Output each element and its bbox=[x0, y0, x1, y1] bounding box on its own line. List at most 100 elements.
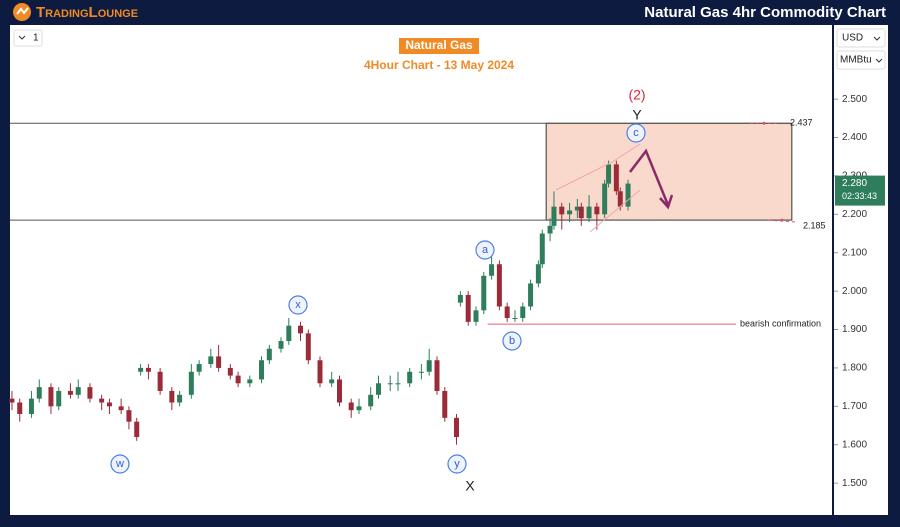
y-tick-label: 2.100 bbox=[842, 247, 867, 258]
candle-body bbox=[99, 398, 105, 403]
candle-body bbox=[407, 371, 413, 384]
candle-body bbox=[188, 371, 194, 395]
brand: TradingLounge bbox=[36, 4, 138, 21]
candle-body bbox=[586, 206, 592, 219]
unit-button[interactable] bbox=[836, 50, 886, 70]
candle-body bbox=[473, 310, 479, 322]
unit: MMBtu bbox=[840, 55, 872, 66]
candle-body bbox=[286, 325, 292, 342]
y-tick-label: 1.700 bbox=[842, 401, 867, 412]
y-tick-label: 1.500 bbox=[842, 478, 867, 489]
currency-button[interactable] bbox=[836, 28, 886, 48]
wave-label: X bbox=[465, 478, 475, 494]
channel-line bbox=[611, 143, 641, 163]
candle-body bbox=[317, 360, 323, 384]
candle-body bbox=[547, 225, 553, 234]
y-tick-label: 2.500 bbox=[842, 94, 867, 105]
candle-body bbox=[278, 341, 284, 349]
interval: 1 bbox=[33, 33, 39, 44]
candle-body bbox=[259, 360, 265, 380]
candle-body bbox=[106, 402, 112, 407]
candle-body bbox=[87, 387, 93, 399]
candle-body bbox=[465, 294, 471, 322]
candle-body bbox=[625, 183, 631, 207]
y-tick-label: 1.900 bbox=[842, 324, 867, 335]
candle-body bbox=[118, 406, 124, 411]
candle-body bbox=[247, 379, 253, 384]
y-tick-label: 1.800 bbox=[842, 363, 867, 374]
candle-body bbox=[138, 367, 144, 372]
wave-label: a bbox=[482, 244, 489, 256]
candle-body bbox=[329, 379, 335, 384]
candle-body bbox=[442, 390, 448, 418]
candle-body bbox=[594, 206, 600, 215]
candle-body bbox=[227, 367, 233, 376]
wave-label: x bbox=[295, 299, 301, 311]
candle-body bbox=[606, 164, 612, 184]
candle-body bbox=[48, 387, 54, 407]
candle-body bbox=[9, 398, 15, 403]
wave-circle bbox=[626, 123, 646, 143]
candle-body bbox=[617, 191, 623, 207]
wave-label: b bbox=[509, 335, 515, 347]
candle-body bbox=[426, 360, 432, 372]
candle-body bbox=[356, 406, 362, 411]
chevron bbox=[873, 36, 881, 41]
candle-body bbox=[551, 206, 557, 226]
candle-body bbox=[75, 387, 81, 395]
candle-body bbox=[145, 367, 151, 372]
candle-body bbox=[56, 390, 62, 407]
bearish-label: bearish confirmation bbox=[740, 319, 821, 329]
chevron bbox=[875, 58, 883, 63]
candle-body bbox=[368, 394, 374, 407]
candle-body bbox=[157, 371, 163, 391]
candle-body bbox=[216, 356, 222, 368]
candle-body bbox=[567, 210, 573, 215]
wave-circle bbox=[288, 295, 308, 315]
y-tick-label: 2.000 bbox=[842, 286, 867, 297]
candle-body bbox=[489, 264, 495, 276]
candle-body bbox=[504, 306, 510, 319]
candle-body bbox=[266, 348, 272, 361]
wave-label: c bbox=[633, 127, 639, 139]
arrow-head bbox=[659, 194, 674, 210]
candle-body bbox=[235, 375, 241, 384]
candle-body bbox=[574, 206, 580, 211]
title-box bbox=[399, 38, 479, 54]
candle-body bbox=[298, 325, 304, 334]
chart-title: Natural Gas bbox=[405, 38, 473, 52]
candle-body bbox=[348, 402, 354, 411]
channel-line bbox=[555, 161, 613, 191]
candle-body bbox=[28, 398, 34, 415]
level-dot bbox=[780, 218, 784, 222]
wave-circle bbox=[502, 331, 522, 351]
wave-label: w bbox=[115, 458, 124, 470]
candle-body bbox=[337, 379, 343, 403]
logo-icon bbox=[13, 3, 31, 21]
y-tick-label: 2.400 bbox=[842, 132, 867, 143]
interval-button[interactable] bbox=[13, 29, 43, 47]
candle-body bbox=[528, 283, 534, 307]
candle-body bbox=[67, 390, 73, 395]
y-tick-label: 2.200 bbox=[842, 209, 867, 220]
candle-body bbox=[208, 356, 214, 365]
wave-circle bbox=[110, 454, 130, 474]
candle-body bbox=[387, 383, 393, 385]
level-dot bbox=[762, 121, 766, 125]
level-label: 2.437 bbox=[790, 118, 813, 128]
logo-mark bbox=[16, 7, 29, 15]
candle-body bbox=[36, 387, 42, 399]
header-title: Natural Gas 4hr Commodity Chart bbox=[644, 4, 886, 21]
wave-circle bbox=[447, 454, 467, 474]
chart-subtitle: 4Hour Chart - 13 May 2024 bbox=[364, 58, 514, 72]
wave-label: y bbox=[454, 458, 460, 470]
wave-label: (2) bbox=[628, 87, 645, 103]
channel-line bbox=[589, 189, 641, 233]
wave-label: Y bbox=[632, 107, 642, 123]
candle-body bbox=[134, 421, 140, 438]
price-axis bbox=[834, 25, 888, 515]
candle-body bbox=[434, 360, 440, 391]
chevron bbox=[18, 35, 26, 40]
